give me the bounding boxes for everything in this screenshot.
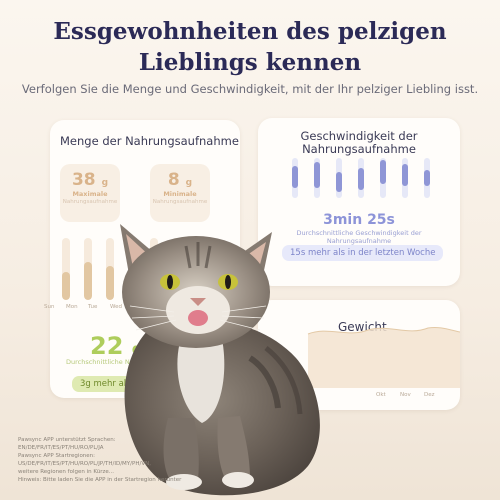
cat-whiskers-left <box>129 305 177 331</box>
cat-whiskers-right <box>219 305 267 331</box>
cat-leg-right <box>217 416 250 480</box>
speed-title-line-1: Geschwindigkeit der <box>300 129 418 143</box>
speed-segment <box>358 168 364 190</box>
speed-segment <box>292 166 298 188</box>
speed-segment <box>336 172 342 192</box>
speed-segment <box>402 164 408 186</box>
speed-column <box>358 158 364 198</box>
headline-line-1: Essgewohnheiten des pelzigen <box>53 18 447 45</box>
speed-column <box>314 158 320 198</box>
speed-label-line-1: Durchschnittliche Geschwindigkeit der <box>296 229 422 237</box>
speed-column <box>424 158 430 198</box>
weight-month-label: Dez <box>424 392 435 398</box>
speed-column <box>402 158 408 198</box>
headline: Essgewohnheiten des pelzigen Lieblings k… <box>0 16 500 78</box>
speed-column <box>336 158 342 198</box>
cat-stripe-1 <box>248 355 281 409</box>
footer-line-3: Pawsync APP Startregionen: <box>18 453 96 459</box>
weight-area <box>308 327 460 388</box>
cat-tongue <box>188 310 208 326</box>
min-intake-stat: 8 g Minimale Nahrungsaufnahme <box>150 164 210 222</box>
intake-bar-fill <box>106 266 114 300</box>
speed-title-line-2: Nahrungsaufnahme <box>302 142 416 156</box>
weight-month-label: Nov <box>400 392 411 398</box>
max-intake-sub: Nahrungsaufnahme <box>62 199 118 205</box>
average-speed-label: Durchschnittliche Geschwindigkeit der Na… <box>258 229 460 245</box>
subtitle: Verfolgen Sie die Menge und Geschwindigk… <box>21 82 479 96</box>
intake-bar-fill <box>62 272 70 300</box>
cat-stripe-2 <box>264 346 303 415</box>
speed-segment <box>314 162 320 188</box>
footer-notes: Pawsync APP unterstützt Sprachen: EN/DE/… <box>18 436 318 484</box>
intake-bar-fill <box>84 262 92 300</box>
intake-card-title: Menge der Nahrungsaufnahme <box>60 134 239 148</box>
day-label: Sun <box>44 304 55 310</box>
cat-paw-left <box>166 474 202 490</box>
footer-line-1: Pawsync APP unterstützt Sprachen: <box>18 437 116 443</box>
intake-bar <box>62 238 70 300</box>
cat-pupil-left <box>167 275 173 289</box>
headline-line-2: Lieblings kennen <box>138 49 362 76</box>
weight-month-label: Okt <box>376 392 386 398</box>
weight-line <box>307 327 460 335</box>
speed-segment <box>380 160 386 184</box>
cat-nose <box>190 298 206 306</box>
average-speed-value: 3min 25s <box>323 212 395 228</box>
cat-leg-left <box>163 418 199 480</box>
speed-label-line-2: Nahrungsaufnahme <box>326 237 392 245</box>
cat-illustration <box>120 224 320 496</box>
footer-line-6: Hinweis: Bitte laden Sie die APP in der … <box>18 477 182 483</box>
weight-chart <box>307 327 460 388</box>
cat-pupil-right <box>225 275 231 289</box>
intake-bar <box>84 238 92 300</box>
footer-line-5: weitere Regionen folgen in Kürze... <box>18 469 114 475</box>
day-label: Tue <box>88 304 98 310</box>
speed-column <box>292 158 298 198</box>
max-intake-value: 38 g <box>71 170 109 190</box>
speed-card-title: Geschwindigkeit der Nahrungsaufnahme <box>258 130 460 156</box>
footer-line-4: US/DE/FR/IT/ES/PT/HU/RO/PL/JP/TH/ID/MY/P… <box>18 461 151 467</box>
day-label: Mon <box>66 304 78 310</box>
min-intake-sub: Nahrungsaufnahme <box>152 199 208 205</box>
day-label: Wed <box>110 304 122 310</box>
intake-bar <box>106 238 114 300</box>
max-intake-stat: 38 g Maximale Nahrungsaufnahme <box>60 164 120 222</box>
min-intake-value: 8 g <box>167 170 193 190</box>
speed-column <box>380 158 386 198</box>
footer-line-2: EN/DE/FR/IT/ES/PT/HU/RO/PL/JA <box>18 445 104 451</box>
average-intake-label: Durchschnittliche Nahrungsaufnahme <box>66 358 190 366</box>
speed-comparison-badge: 15s mehr als in der letzten Woche <box>282 245 444 261</box>
cat-paw-right <box>222 472 254 488</box>
speed-segment <box>424 170 430 186</box>
cat-forehead-stripes <box>184 242 212 269</box>
cat-chest <box>177 328 225 423</box>
min-intake-label: Minimale <box>163 190 197 198</box>
max-intake-label: Maximale <box>72 190 108 198</box>
